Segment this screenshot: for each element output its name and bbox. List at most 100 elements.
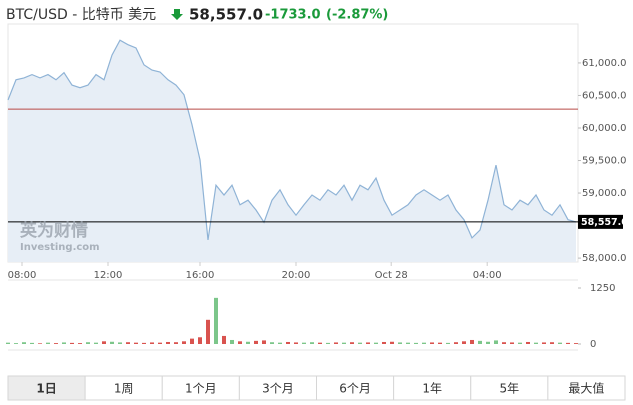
y-tick-label: 60,500.0 <box>582 90 627 101</box>
volume-bar <box>270 342 274 344</box>
button-bg <box>161 375 240 401</box>
button-label: 5年 <box>499 382 519 396</box>
button-label: 1周 <box>114 382 134 396</box>
button-label: 1个月 <box>185 382 217 396</box>
price: 58,557.0 <box>189 6 263 24</box>
y-tick-label: 59,500.0 <box>582 156 627 167</box>
volume-bar <box>238 341 242 344</box>
volume-bar <box>174 342 178 344</box>
volume-bar <box>542 342 546 344</box>
range-button[interactable]: 1个月 <box>161 375 240 401</box>
volume-bar <box>22 342 26 344</box>
volume-bar <box>14 343 18 344</box>
volume-bar <box>454 342 458 344</box>
range-button[interactable]: 1年 <box>393 375 472 401</box>
volume-bar <box>446 342 450 344</box>
button-label: 最大值 <box>568 381 604 396</box>
volume-bar <box>86 342 90 344</box>
button-label: 1日 <box>36 382 56 396</box>
x-tick-label: 20:00 <box>282 270 311 281</box>
button-label: 6个月 <box>339 382 371 396</box>
volume-bar <box>406 342 410 344</box>
volume-bar <box>230 339 234 344</box>
x-tick-label: Oct 28 <box>375 270 408 281</box>
volume-bar <box>462 341 466 344</box>
volume-bar <box>94 342 98 344</box>
volume-bar <box>342 342 346 344</box>
volume-bar <box>518 342 522 344</box>
volume-bar <box>326 342 330 344</box>
volume-bar <box>414 342 418 344</box>
x-tick-label: 08:00 <box>8 270 37 281</box>
range-button[interactable]: 最大值 <box>547 375 626 401</box>
range-button[interactable]: 3个月 <box>238 375 317 401</box>
volume-bar <box>366 342 370 344</box>
volume-bar <box>382 341 386 344</box>
range-buttons: 1日 1周 1个月 3个月 6个月 1年 5年 最大值 <box>7 375 626 401</box>
volume-bar <box>470 339 474 344</box>
volume-bar <box>550 342 554 344</box>
volume-bar <box>398 342 402 344</box>
volume-bar <box>6 342 10 344</box>
volume-bar <box>158 342 162 344</box>
volume-bar <box>134 342 138 344</box>
button-label: 3个月 <box>262 382 294 396</box>
x-tick-label: 16:00 <box>186 270 215 281</box>
button-label: 1年 <box>422 382 442 396</box>
button-bg <box>547 375 626 401</box>
volume-bar <box>494 340 498 344</box>
volume-bar <box>182 341 186 344</box>
change-percent: (-2.87%) <box>326 8 388 23</box>
y-tick-label: 60,000.0 <box>582 123 627 134</box>
range-button[interactable]: 5年 <box>470 375 549 401</box>
range-button[interactable]: 1日 <box>7 375 86 401</box>
volume-bar <box>526 341 530 344</box>
volume-bar <box>150 342 154 344</box>
volume-bar <box>102 341 106 344</box>
volume-bar <box>46 342 50 344</box>
chart-layer: 58,000.0 59,000.0 59,500.0 60,000.0 60,500.0… <box>6 39 628 350</box>
volume-bar <box>478 340 482 344</box>
volume-bar <box>166 341 170 344</box>
volume-bar <box>574 343 578 344</box>
button-bg <box>238 375 317 401</box>
volume-bar <box>558 342 562 344</box>
volume-bar <box>54 343 58 344</box>
last-price-box <box>578 214 623 229</box>
volume-bar <box>78 343 82 344</box>
volume-bar <box>510 342 514 344</box>
volume-bar <box>70 342 74 344</box>
volume-bar <box>350 342 354 344</box>
area-fill <box>8 40 576 263</box>
volume-bar <box>566 342 570 344</box>
x-tick-label: 12:00 <box>94 270 123 281</box>
volume-bar <box>206 319 210 344</box>
change: -1733.0 <box>265 8 321 23</box>
volume-bar <box>438 342 442 344</box>
range-button[interactable]: 6个月 <box>316 375 395 401</box>
volume-bar <box>142 342 146 344</box>
y-tick-label: 0 <box>590 339 596 350</box>
volume-bar <box>486 341 490 344</box>
button-bg <box>7 375 86 401</box>
price-line <box>7 39 577 240</box>
volume-bar <box>262 340 266 344</box>
volume-bar <box>430 342 434 344</box>
volume-bar <box>286 341 290 344</box>
symbol: BTC/USD - 比特币 美元 <box>6 7 156 23</box>
x-tick-label: 04:00 <box>473 270 502 281</box>
volume-bar <box>278 342 282 344</box>
volume-bar <box>62 342 66 344</box>
volume-bar <box>302 342 306 344</box>
last-price-label: 58,557.0 <box>581 217 628 228</box>
volume-bar <box>374 342 378 344</box>
volume-bar <box>30 342 34 344</box>
range-button[interactable]: 1周 <box>84 375 163 401</box>
y-tick-label: 1250 <box>590 283 615 294</box>
volume-bar <box>534 342 538 344</box>
volume-bar <box>118 342 122 344</box>
volume-bar <box>422 342 426 344</box>
volume-bar <box>126 342 130 344</box>
